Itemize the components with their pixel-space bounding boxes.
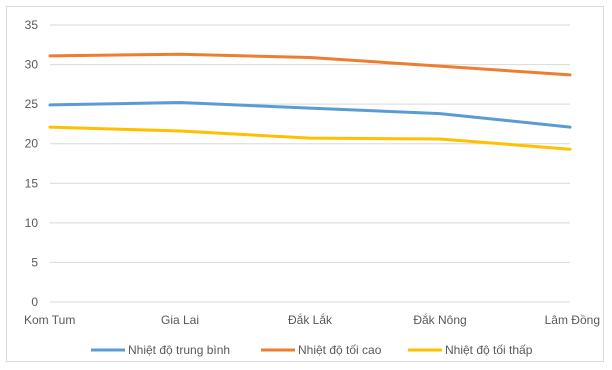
x-tick-label: Gia Lai <box>161 313 199 327</box>
y-tick-label: 0 <box>31 295 38 309</box>
gridlines <box>50 24 570 303</box>
series-lines <box>48 52 572 151</box>
legend-label: Nhiệt độ tối cao <box>298 343 382 357</box>
y-axis-ticks: 0 5 10 15 20 25 30 35 <box>25 18 39 309</box>
y-tick-label: 20 <box>25 137 39 151</box>
x-tick-label: Đắk Lắk <box>288 312 333 327</box>
x-tick-label: Đắk Nông <box>413 312 466 327</box>
y-tick-label: 25 <box>25 97 39 111</box>
x-tick-label: Kom Tum <box>24 313 75 327</box>
legend-label: Nhiệt độ trung bình <box>128 343 230 357</box>
chart-area <box>6 6 604 362</box>
legend-label: Nhiệt độ tối thấp <box>445 343 533 357</box>
y-tick-label: 10 <box>25 216 39 230</box>
y-tick-label: 15 <box>25 176 39 190</box>
series-line <box>48 52 572 77</box>
x-tick-label: Lâm Đồng <box>545 313 600 327</box>
x-axis-ticks: Kom Tum Gia Lai Đắk Lắk Đắk Nông Lâm Đồng <box>24 312 600 327</box>
y-tick-label: 5 <box>31 255 38 269</box>
series-line <box>48 125 572 151</box>
y-tick-label: 35 <box>25 18 39 32</box>
series-line <box>48 101 572 129</box>
legend: Nhiệt độ trung bình Nhiệt độ tối cao Nhiệt… <box>91 343 533 357</box>
y-tick-label: 30 <box>25 58 39 72</box>
